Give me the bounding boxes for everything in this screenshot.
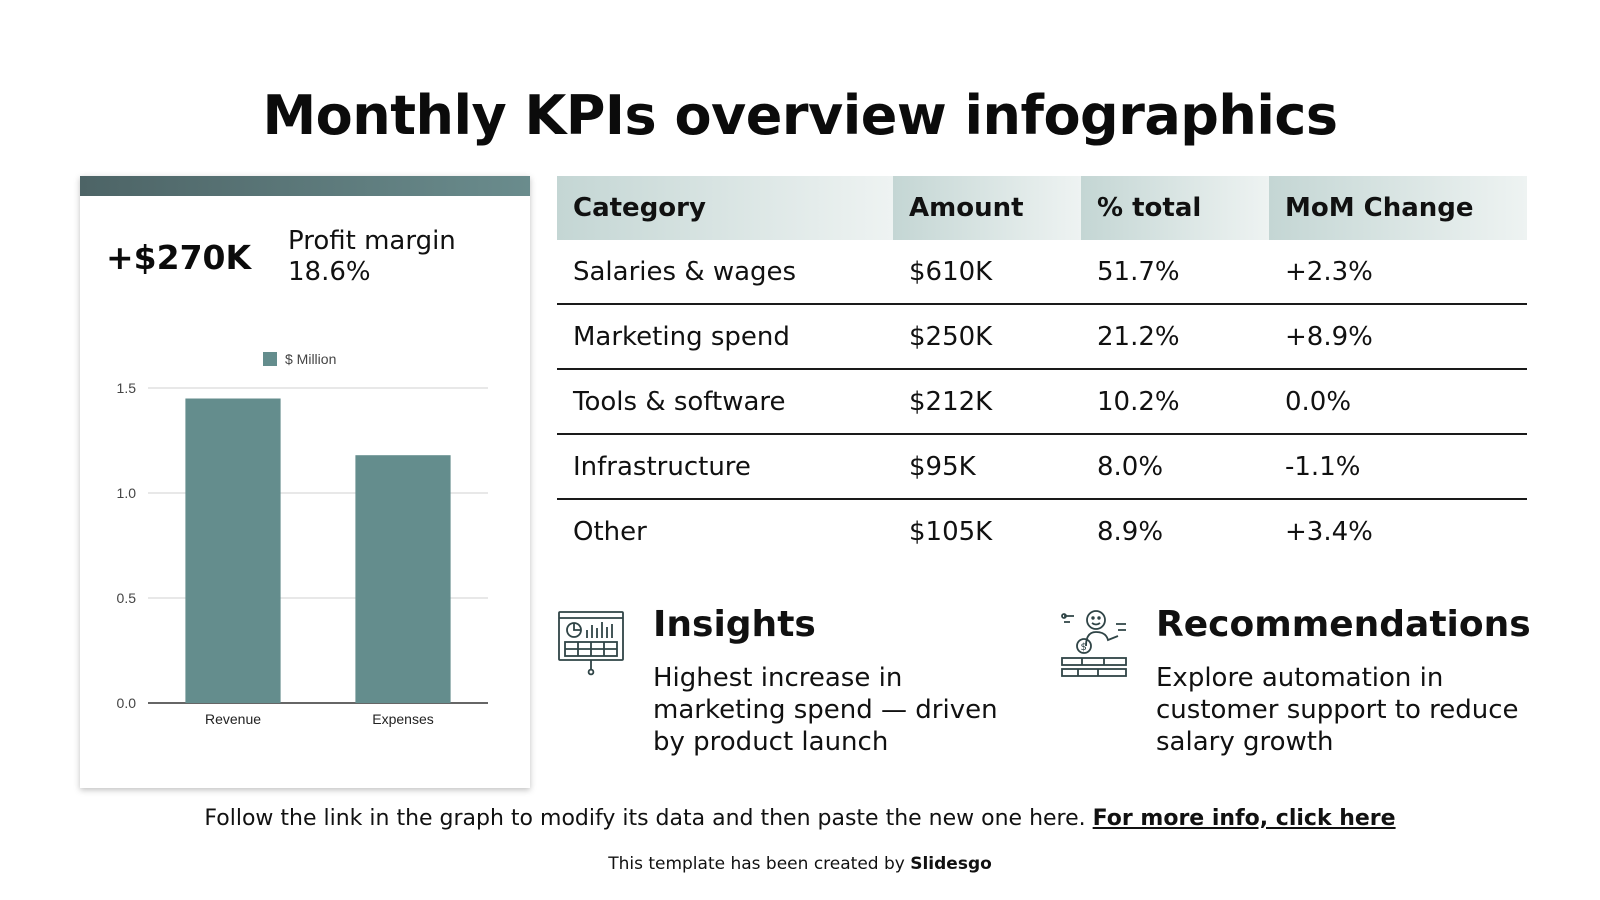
cell-category: Salaries & wages	[557, 240, 893, 305]
cell-amount: $95K	[893, 434, 1081, 500]
template-credit: This template has been created by Slides…	[0, 854, 1600, 874]
table-row: Other $105K 8.9% +3.4%	[557, 499, 1527, 563]
dashboard-report-icon	[558, 611, 624, 676]
legend-swatch	[263, 352, 277, 366]
x-tick-label: Revenue	[205, 711, 261, 727]
y-tick-label: 0.5	[117, 590, 137, 606]
recommendations-block: $ Recommendations Explore automation in …	[1060, 596, 1540, 766]
bar-chart[interactable]: $ Million 0.0 0.5 1.0 1.5 Revenue Expenses	[80, 336, 530, 776]
cell-category: Other	[573, 516, 647, 547]
table-row: Tools & software $212K 10.2% 0.0%	[557, 369, 1527, 435]
profit-card: +$270K Profit margin 18.6% $ Million 0.0 0…	[80, 176, 530, 788]
table-row: Marketing spend $250K 21.2% +8.9%	[557, 304, 1527, 370]
svg-text:$: $	[1081, 642, 1087, 653]
x-tick-label: Expenses	[372, 711, 433, 727]
cell-category: Marketing spend	[557, 304, 893, 370]
cell-percent-total: 8.0%	[1081, 434, 1269, 500]
profit-value: +$270K	[106, 238, 252, 277]
cell-mom-change: +2.3%	[1269, 240, 1527, 305]
insights-text: Highest increase in marketing spend — dr…	[653, 663, 998, 757]
cell-mom-change: +3.4%	[1285, 516, 1373, 547]
table-header-row: Category Amount % total MoM Change	[557, 176, 1527, 240]
cell-amount: $250K	[893, 304, 1081, 370]
table-row: Infrastructure $95K 8.0% -1.1%	[557, 434, 1527, 500]
more-info-link[interactable]: For more info, click here	[1092, 806, 1396, 831]
footer-note: Follow the link in the graph to modify i…	[0, 806, 1600, 831]
header-mom-change: MoM Change	[1269, 176, 1527, 240]
header-amount: Amount	[893, 176, 1081, 240]
profit-margin-value: 18.6%	[288, 257, 371, 287]
profit-margin-label: Profit margin	[288, 226, 456, 256]
cell-mom-change: +8.9%	[1269, 304, 1527, 370]
credit-brand[interactable]: Slidesgo	[910, 854, 992, 874]
insights-heading: Insights	[653, 604, 816, 645]
legend-label: $ Million	[285, 351, 336, 367]
cell-category: Tools & software	[557, 369, 893, 435]
cell-percent-total: 10.2%	[1081, 369, 1269, 435]
table-row: Salaries & wages $610K 51.7% +2.3%	[557, 240, 1527, 305]
cell-amount: $105K	[909, 516, 993, 547]
cell-mom-change: -1.1%	[1269, 434, 1527, 500]
cell-category: Infrastructure	[557, 434, 893, 500]
insights-block: Insights Highest increase in marketing s…	[557, 596, 1037, 766]
recommendations-text: Explore automation in customer support t…	[1156, 663, 1519, 757]
cell-percent-total: 21.2%	[1081, 304, 1269, 370]
header-percent-total: % total	[1081, 176, 1269, 240]
bar-revenue	[185, 398, 281, 703]
bar-expenses	[355, 455, 451, 703]
cell-percent-total: 51.7%	[1081, 240, 1269, 305]
profit-margin: Profit margin 18.6%	[288, 226, 456, 288]
y-tick-label: 0.0	[117, 695, 137, 711]
page-title: Monthly KPIs overview infographics	[262, 84, 1338, 147]
credit-text: This template has been created by	[608, 854, 905, 874]
footer-note-text: Follow the link in the graph to modify i…	[204, 806, 1086, 831]
employee-salary-icon: $	[1061, 610, 1127, 677]
recommendations-heading: Recommendations	[1156, 604, 1531, 645]
cell-percent-total: 8.9%	[1097, 516, 1164, 547]
y-tick-label: 1.5	[117, 380, 137, 396]
card-header-strip	[80, 176, 530, 196]
cell-amount: $610K	[893, 240, 1081, 305]
cell-amount: $212K	[893, 369, 1081, 435]
kpi-table: Category Amount % total MoM Change Salar…	[557, 176, 1527, 563]
y-tick-label: 1.0	[117, 485, 137, 501]
cell-mom-change: 0.0%	[1269, 369, 1527, 435]
header-category: Category	[557, 176, 893, 240]
